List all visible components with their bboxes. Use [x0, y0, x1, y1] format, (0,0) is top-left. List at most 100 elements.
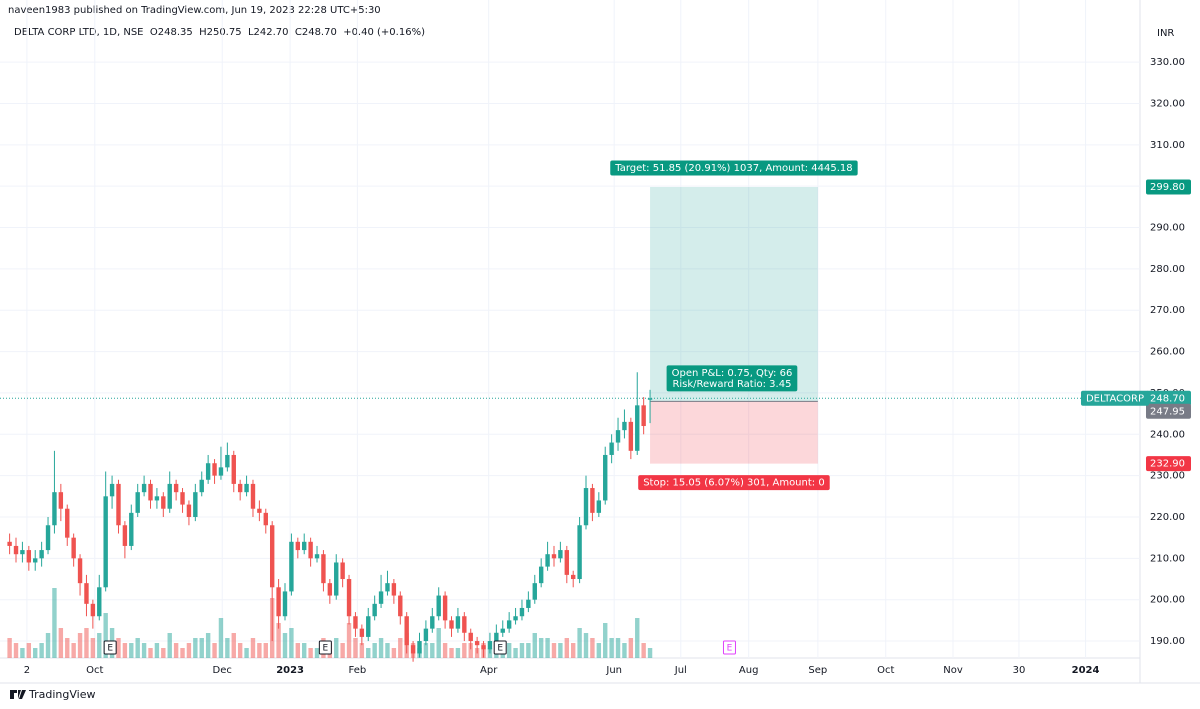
earnings-label: E [323, 644, 329, 654]
candle-body [532, 583, 537, 600]
candle-body [186, 504, 192, 517]
candle-body [622, 421, 627, 431]
candle-body [596, 500, 602, 513]
volume-bar [116, 638, 121, 658]
volume-bar [20, 648, 25, 658]
candle-body [237, 483, 243, 493]
volume-bar [334, 638, 339, 658]
x-tick-label: Sep [808, 665, 827, 676]
candle-body [564, 550, 569, 575]
candle-body [603, 454, 608, 501]
volume-bar [378, 638, 384, 658]
x-tick-label: 30 [1013, 665, 1026, 676]
volume-bar [161, 648, 166, 658]
volume-bar [225, 638, 230, 658]
axis-last-box [1146, 390, 1191, 406]
candle-body [526, 599, 531, 608]
candle-body [513, 616, 518, 621]
candle-body [538, 566, 544, 584]
candle-body [398, 595, 403, 617]
candle-body [551, 554, 557, 559]
candle-body [321, 554, 326, 584]
volume-bar [141, 643, 147, 658]
y-tick-label: 190.00 [1150, 636, 1185, 647]
x-tick-label: Oct [877, 665, 894, 676]
brand-logo [10, 690, 26, 699]
volume-bar [385, 643, 390, 658]
volume-bar [571, 643, 576, 658]
candle-body [308, 541, 313, 559]
volume-bar [545, 638, 550, 658]
x-tick-label: Apr [480, 665, 498, 676]
candle-body [487, 641, 493, 650]
earnings-marker [103, 640, 117, 655]
candle-body [276, 587, 281, 617]
candle-body [302, 541, 307, 551]
volume-bar [180, 648, 185, 658]
volume-bar [506, 643, 512, 658]
candle-body [590, 488, 595, 513]
candle-body [148, 483, 153, 501]
candle-body [180, 492, 185, 505]
candle-body [519, 607, 525, 617]
candle-body [635, 405, 640, 451]
volume-bar [84, 628, 89, 658]
candle-body [135, 492, 140, 513]
earnings-label: E [107, 644, 113, 654]
earnings-marker [722, 640, 736, 655]
candle-body [205, 463, 211, 480]
candle-body [641, 405, 646, 427]
target-label-group: Target: 51.85 (20.91%) 1037, Amount: 444… [610, 160, 858, 176]
candle-body [327, 583, 333, 596]
volume-bar [391, 648, 397, 658]
volume-bar [154, 643, 160, 658]
candle-body [7, 541, 12, 546]
volume-bar [39, 643, 44, 658]
candle-body [340, 562, 345, 580]
candle-body [494, 632, 499, 642]
candle-body [500, 628, 505, 633]
candle-body [436, 595, 441, 617]
candle-body [154, 496, 160, 501]
candle-body [346, 579, 352, 617]
volume-bar [519, 643, 525, 658]
volume-bar [532, 633, 537, 658]
x-tick-label: Jun [605, 665, 622, 676]
volume-bar [13, 643, 19, 658]
volume-bar [436, 628, 441, 658]
volume-bar [186, 643, 192, 658]
volume-bar [97, 633, 102, 658]
volume-bar [257, 643, 262, 658]
x-tick-label: Oct [86, 665, 103, 676]
volume-bar [442, 643, 448, 658]
publish-info: naveen1983 published on TradingView.com,… [8, 5, 381, 16]
candle-body [244, 483, 249, 493]
volume-bar [173, 643, 179, 658]
candle-body [577, 525, 582, 580]
volume-bar [647, 648, 653, 658]
volume-bar [167, 633, 172, 658]
volume-bar [276, 623, 281, 658]
candle-body [199, 479, 204, 493]
volume-bar [45, 633, 51, 658]
candle-body [116, 483, 121, 526]
earnings-marker [318, 640, 332, 655]
volume-bar [430, 643, 435, 658]
axis-last: 248.70 [1150, 393, 1185, 404]
pnl-label-box [666, 365, 798, 392]
candle-body [58, 492, 64, 509]
volume-bar [289, 628, 294, 658]
earnings-label: E [727, 644, 733, 654]
candle-body [269, 525, 275, 588]
volume-bar [551, 643, 557, 658]
axis-entry: 247.95 [1150, 406, 1185, 417]
y-tick-label: 220.00 [1150, 512, 1185, 523]
candle-body [295, 541, 301, 551]
axis-target-box [1146, 179, 1191, 195]
axis-last-group: 248.70 [1146, 390, 1191, 406]
volume-bar [77, 633, 83, 658]
y-tick-label: 260.00 [1150, 347, 1185, 358]
candle-body [103, 496, 108, 588]
